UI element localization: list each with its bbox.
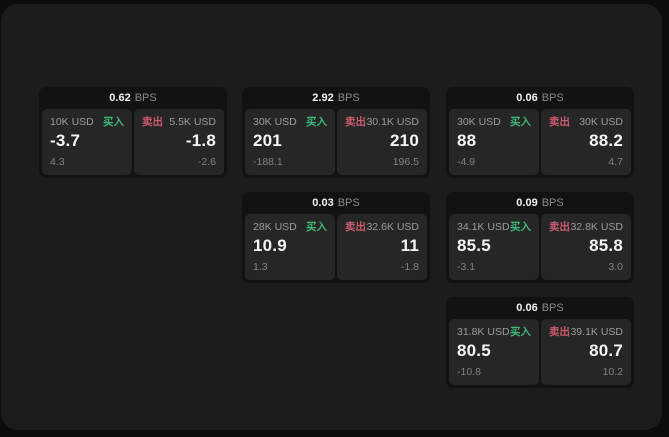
buy-panel[interactable]: 31.8K USD 买入 80.5 -10.8 — [449, 319, 539, 385]
sell-amount: 5.5K USD — [169, 116, 216, 128]
quote-card: 2.92 BPS 30K USD 买入 201 -188.1 卖出 30.1K … — [242, 87, 430, 178]
buy-panel[interactable]: 28K USD 买入 10.9 1.3 — [245, 214, 335, 280]
bps-unit-label: BPS — [337, 92, 360, 104]
quote-card: 0.06 BPS 31.8K USD 买入 80.5 -10.8 卖出 39.1… — [446, 297, 634, 388]
buy-side-label: 买入 — [306, 221, 327, 233]
bps-header: 0.62 BPS — [42, 87, 224, 109]
sell-side-label: 卖出 — [549, 116, 570, 128]
sell-side-label: 卖出 — [549, 326, 570, 338]
buy-side-label: 买入 — [103, 116, 124, 128]
sell-amount: 32.6K USD — [366, 221, 419, 233]
buy-amount: 31.8K USD — [457, 326, 510, 338]
sell-delta: 4.7 — [608, 156, 623, 168]
sell-delta: 10.2 — [602, 366, 623, 378]
sell-panel[interactable]: 卖出 32.6K USD 11 -1.8 — [337, 214, 427, 280]
sell-panel[interactable]: 卖出 39.1K USD 80.7 10.2 — [541, 319, 631, 385]
sell-delta: 196.5 — [392, 156, 419, 168]
buy-delta: -188.1 — [253, 156, 283, 168]
buy-amount: 28K USD — [253, 221, 297, 233]
buy-amount: 30K USD — [253, 116, 297, 128]
buy-price: -3.7 — [50, 131, 81, 150]
bps-header: 0.03 BPS — [245, 192, 427, 214]
buy-delta: -10.8 — [457, 366, 481, 378]
sell-delta: -1.8 — [400, 261, 419, 273]
sell-panel[interactable]: 卖出 30K USD 88.2 4.7 — [541, 109, 631, 175]
sell-price: 88.2 — [589, 131, 623, 150]
sell-price: 85.8 — [589, 236, 623, 255]
buy-side-label: 买入 — [510, 326, 531, 338]
buy-price: 85.5 — [457, 236, 491, 255]
buy-delta: -3.1 — [457, 261, 476, 273]
buy-side-label: 买入 — [306, 116, 327, 128]
bps-unit-label: BPS — [541, 302, 564, 314]
bps-header: 0.06 BPS — [449, 297, 631, 319]
buy-amount: 34.1K USD — [457, 221, 510, 233]
buy-panel[interactable]: 30K USD 买入 201 -188.1 — [245, 109, 335, 175]
bps-header: 0.09 BPS — [449, 192, 631, 214]
sell-panel[interactable]: 卖出 32.8K USD 85.8 3.0 — [541, 214, 631, 280]
buy-price: 88 — [457, 131, 477, 150]
bps-header: 0.06 BPS — [449, 87, 631, 109]
sell-price: -1.8 — [185, 131, 216, 150]
bps-unit-label: BPS — [541, 92, 564, 104]
bps-unit-label: BPS — [134, 92, 157, 104]
buy-amount: 10K USD — [50, 116, 94, 128]
buy-side-label: 买入 — [510, 116, 531, 128]
quote-card: 0.62 BPS 10K USD 买入 -3.7 4.3 卖出 5.5K USD… — [39, 87, 227, 178]
bps-value: 0.62 — [109, 92, 131, 104]
bps-value: 0.03 — [312, 197, 334, 209]
buy-price: 80.5 — [457, 341, 491, 360]
bps-unit-label: BPS — [337, 197, 360, 209]
buy-amount: 30K USD — [457, 116, 501, 128]
buy-delta: -4.9 — [457, 156, 476, 168]
quote-card: 0.09 BPS 34.1K USD 买入 85.5 -3.1 卖出 32.8K… — [446, 192, 634, 283]
bps-value: 0.06 — [516, 302, 538, 314]
sell-amount: 39.1K USD — [570, 326, 623, 338]
quote-board-window: 0.62 BPS 10K USD 买入 -3.7 4.3 卖出 5.5K USD… — [1, 4, 662, 430]
bps-value: 0.06 — [516, 92, 538, 104]
sell-price: 11 — [400, 236, 419, 255]
sell-delta: -2.6 — [197, 156, 216, 168]
sell-price: 210 — [390, 131, 419, 150]
sell-side-label: 卖出 — [345, 221, 366, 233]
buy-panel[interactable]: 10K USD 买入 -3.7 4.3 — [42, 109, 132, 175]
sell-panel[interactable]: 卖出 5.5K USD -1.8 -2.6 — [134, 109, 224, 175]
sell-side-label: 卖出 — [142, 116, 163, 128]
sell-amount: 32.8K USD — [570, 221, 623, 233]
quote-card: 0.06 BPS 30K USD 买入 88 -4.9 卖出 30K USD 8… — [446, 87, 634, 178]
sell-amount: 30K USD — [579, 116, 623, 128]
sell-amount: 30.1K USD — [366, 116, 419, 128]
sell-price: 80.7 — [589, 341, 623, 360]
sell-side-label: 卖出 — [345, 116, 366, 128]
buy-side-label: 买入 — [510, 221, 531, 233]
bps-header: 2.92 BPS — [245, 87, 427, 109]
quote-card: 0.03 BPS 28K USD 买入 10.9 1.3 卖出 32.6K US… — [242, 192, 430, 283]
buy-panel[interactable]: 30K USD 买入 88 -4.9 — [449, 109, 539, 175]
bps-value: 0.09 — [516, 197, 538, 209]
buy-delta: 4.3 — [50, 156, 65, 168]
buy-panel[interactable]: 34.1K USD 买入 85.5 -3.1 — [449, 214, 539, 280]
buy-price: 201 — [253, 131, 282, 150]
buy-price: 10.9 — [253, 236, 287, 255]
buy-delta: 1.3 — [253, 261, 268, 273]
sell-panel[interactable]: 卖出 30.1K USD 210 196.5 — [337, 109, 427, 175]
bps-unit-label: BPS — [541, 197, 564, 209]
sell-delta: 3.0 — [608, 261, 623, 273]
sell-side-label: 卖出 — [549, 221, 570, 233]
bps-value: 2.92 — [312, 92, 334, 104]
